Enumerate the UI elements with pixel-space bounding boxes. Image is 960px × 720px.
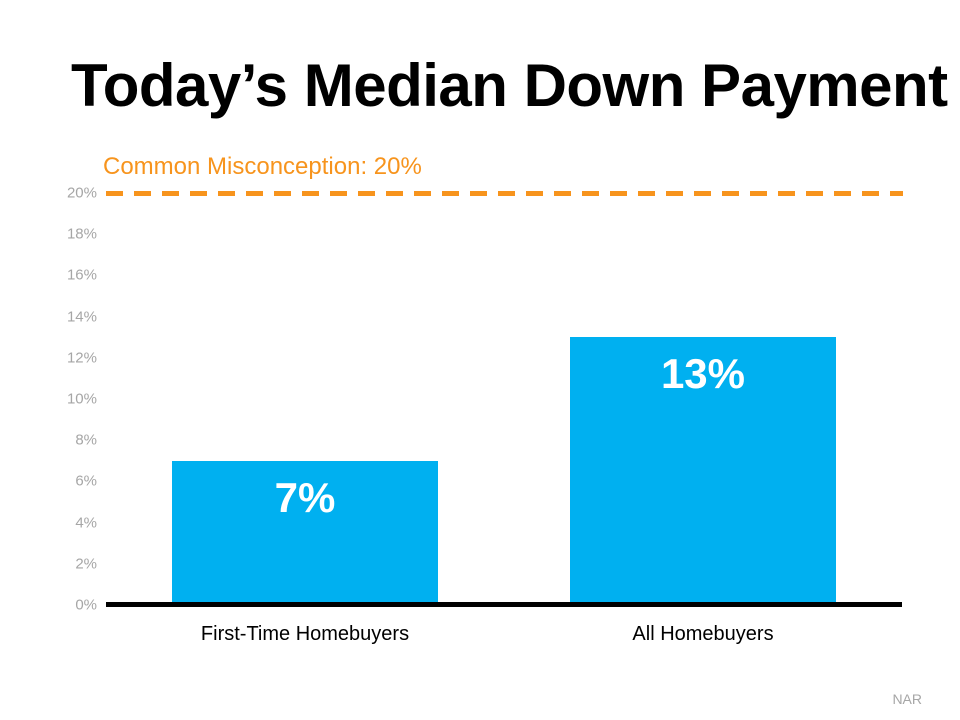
- y-axis-tick-label: 16%: [66, 266, 97, 284]
- y-axis-tick-label: 10%: [66, 390, 97, 408]
- bar-value-label: 7%: [274, 473, 336, 521]
- y-axis-tick-label: 20%: [66, 184, 97, 202]
- category-label: First-Time Homebuyers: [200, 623, 410, 645]
- y-axis-tick-label: 2%: [75, 555, 97, 573]
- category-label: All Homebuyers: [632, 623, 774, 645]
- source-label: NAR: [892, 691, 922, 707]
- y-axis-tick-label: 0%: [75, 596, 97, 614]
- y-axis-tick-label: 8%: [75, 431, 97, 449]
- bar-value-label: 13%: [660, 350, 746, 398]
- chart-title: Today’s Median Down Payment: [71, 52, 948, 119]
- y-axis-tick-label: 14%: [66, 308, 97, 326]
- misconception-dashed-line: [106, 191, 903, 196]
- y-axis-tick-label: 4%: [75, 514, 97, 532]
- bar-all-homebuyers: 13%: [570, 337, 836, 605]
- y-axis-tick-label: 18%: [66, 225, 97, 243]
- bar-first-time-homebuyers: 7%: [172, 460, 438, 605]
- y-axis-tick-label: 12%: [66, 349, 97, 367]
- x-axis-line: [106, 602, 902, 607]
- misconception-annotation-label: Common Misconception: 20%: [103, 153, 422, 180]
- y-axis-tick-label: 6%: [75, 472, 97, 490]
